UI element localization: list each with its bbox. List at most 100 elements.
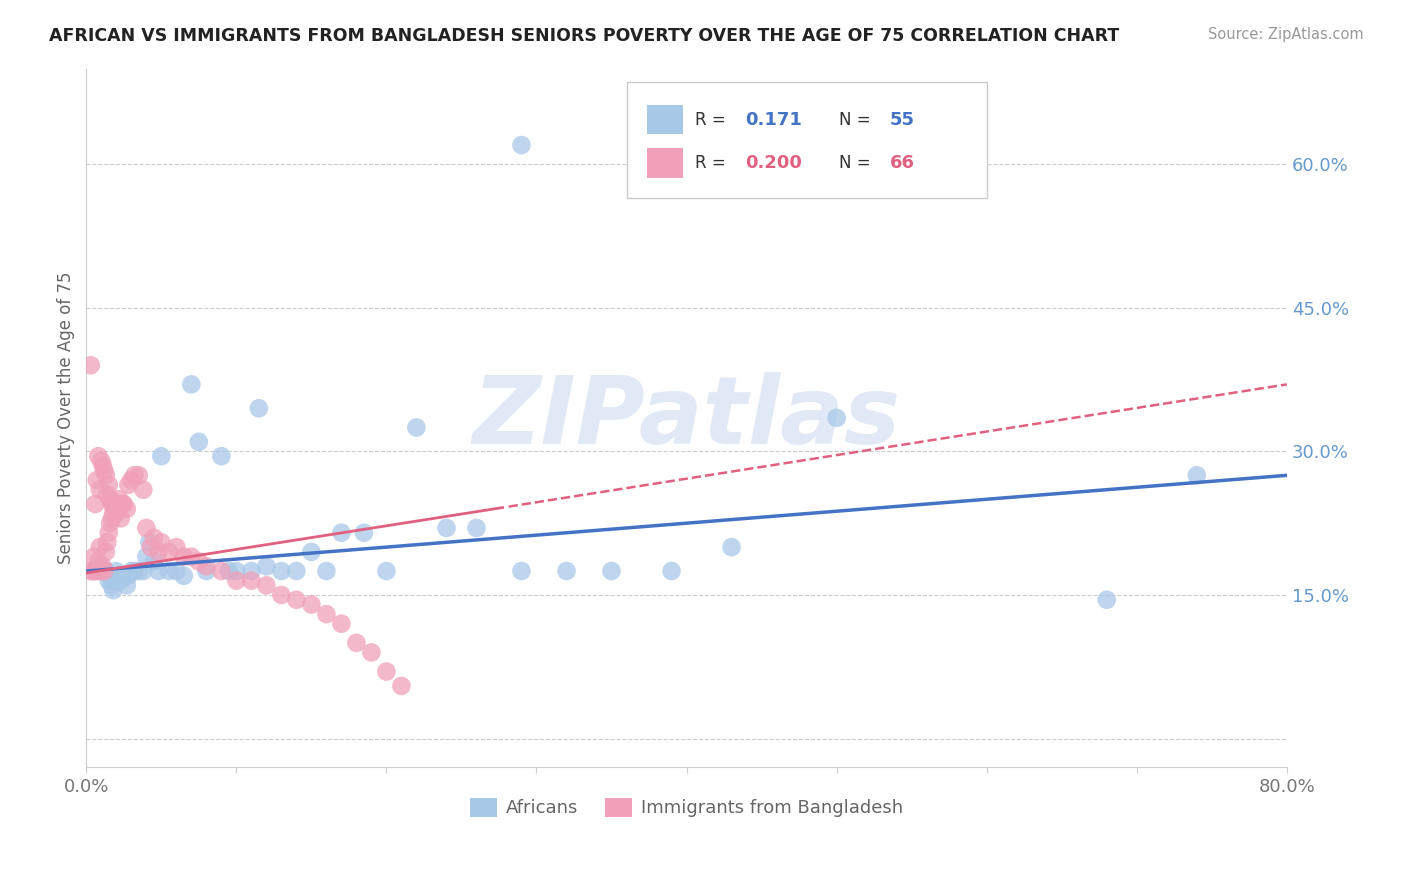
Point xyxy=(132,564,155,578)
Point xyxy=(117,478,139,492)
Point xyxy=(135,549,157,564)
Point xyxy=(142,531,165,545)
Text: 66: 66 xyxy=(890,153,914,172)
Point xyxy=(195,564,218,578)
Point xyxy=(225,574,247,588)
Text: 55: 55 xyxy=(890,111,914,128)
Point xyxy=(173,569,195,583)
Point xyxy=(90,564,112,578)
Point xyxy=(247,401,270,416)
Point xyxy=(285,564,308,578)
Point xyxy=(120,473,142,487)
Point xyxy=(148,564,170,578)
Point xyxy=(360,645,382,659)
Point xyxy=(405,420,427,434)
Text: N =: N = xyxy=(839,111,876,128)
Point xyxy=(375,665,398,679)
Point xyxy=(254,559,277,574)
Point xyxy=(108,569,131,583)
Point xyxy=(344,636,367,650)
Point xyxy=(555,564,578,578)
Point xyxy=(285,592,308,607)
Point xyxy=(89,540,111,554)
Point xyxy=(330,616,353,631)
Point xyxy=(103,583,125,598)
Point xyxy=(83,564,105,578)
Point xyxy=(93,564,115,578)
Point xyxy=(97,574,120,588)
Point xyxy=(107,501,129,516)
Point xyxy=(165,540,187,554)
Point xyxy=(91,458,114,473)
Point xyxy=(209,449,232,463)
Point xyxy=(87,554,110,568)
Point xyxy=(91,559,114,574)
Point xyxy=(330,525,353,540)
Point xyxy=(94,545,117,559)
Point xyxy=(195,559,218,574)
Point xyxy=(180,549,202,564)
Point xyxy=(139,540,162,554)
Point xyxy=(825,410,848,425)
Point xyxy=(94,468,117,483)
Point xyxy=(270,564,292,578)
Point xyxy=(128,564,150,578)
Point xyxy=(173,549,195,564)
Point xyxy=(98,492,121,507)
Point xyxy=(157,545,180,559)
Point xyxy=(86,473,108,487)
Text: N =: N = xyxy=(839,153,876,172)
Point xyxy=(96,487,118,501)
Text: 0.171: 0.171 xyxy=(745,111,803,128)
Point xyxy=(142,554,165,568)
Point xyxy=(89,483,111,497)
Point xyxy=(101,578,124,592)
Point xyxy=(510,564,533,578)
Point xyxy=(104,501,127,516)
Point xyxy=(138,535,160,549)
Point xyxy=(87,449,110,463)
Text: Source: ZipAtlas.com: Source: ZipAtlas.com xyxy=(1208,27,1364,42)
Point xyxy=(353,525,375,540)
Point xyxy=(315,607,337,621)
Point xyxy=(124,564,146,578)
Point xyxy=(128,468,150,483)
Point xyxy=(90,454,112,468)
Point xyxy=(103,507,125,521)
Point xyxy=(510,138,533,153)
Legend: Africans, Immigrants from Bangladesh: Africans, Immigrants from Bangladesh xyxy=(463,791,911,824)
Point xyxy=(391,679,413,693)
Point xyxy=(98,569,121,583)
Point xyxy=(103,497,125,511)
Point xyxy=(1095,592,1118,607)
Point xyxy=(240,574,263,588)
Point xyxy=(90,564,112,578)
Point xyxy=(105,564,128,578)
Point xyxy=(150,449,173,463)
Point xyxy=(105,507,128,521)
Point xyxy=(83,549,105,564)
Point xyxy=(101,497,124,511)
Point xyxy=(96,535,118,549)
Point xyxy=(299,598,322,612)
Point xyxy=(80,564,103,578)
Point xyxy=(254,578,277,592)
Point xyxy=(187,554,209,568)
Point xyxy=(112,497,135,511)
Point xyxy=(108,492,131,507)
Point xyxy=(86,564,108,578)
Point xyxy=(187,434,209,449)
Point xyxy=(375,564,398,578)
Text: R =: R = xyxy=(695,111,731,128)
Point xyxy=(94,564,117,578)
Point xyxy=(124,468,146,483)
Point xyxy=(150,535,173,549)
Point xyxy=(132,483,155,497)
Point xyxy=(97,525,120,540)
Point xyxy=(225,564,247,578)
Point xyxy=(600,564,623,578)
Point xyxy=(180,377,202,392)
FancyBboxPatch shape xyxy=(647,105,683,134)
FancyBboxPatch shape xyxy=(647,148,683,178)
Point xyxy=(101,511,124,525)
